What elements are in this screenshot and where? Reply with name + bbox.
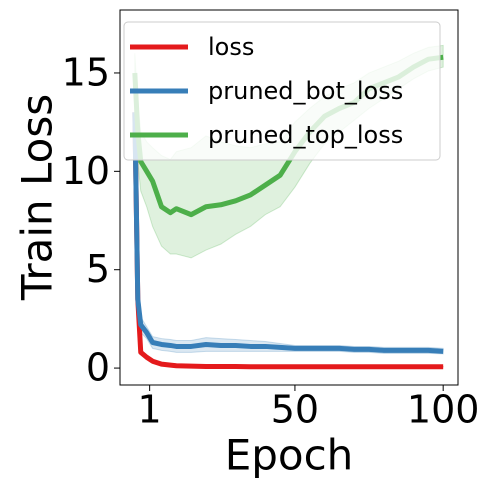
- legend-box: [123, 21, 441, 161]
- line: [132, 112, 444, 354]
- legend-label: pruned_top_loss: [208, 121, 403, 149]
- y-tick-label: 15: [62, 50, 110, 94]
- y-tick-label: 0: [86, 346, 110, 390]
- x-axis-label: Epoch: [225, 431, 354, 480]
- confidence-band: [134, 92, 444, 355]
- x-tick-label: 100: [407, 388, 480, 432]
- x-tick-label: 50: [271, 388, 319, 432]
- y-axis-label: Train Loss: [13, 94, 62, 301]
- x-tick-label: 1: [138, 388, 162, 432]
- legend: loss pruned_bot_loss pruned_top_loss: [123, 21, 441, 161]
- legend-label: pruned_bot_loss: [208, 77, 403, 105]
- y-tick-label: 5: [86, 247, 110, 291]
- y-tick-label: 10: [62, 149, 110, 193]
- plot-frame: [119, 9, 459, 386]
- legend-label: loss: [208, 33, 254, 61]
- line: [132, 112, 444, 370]
